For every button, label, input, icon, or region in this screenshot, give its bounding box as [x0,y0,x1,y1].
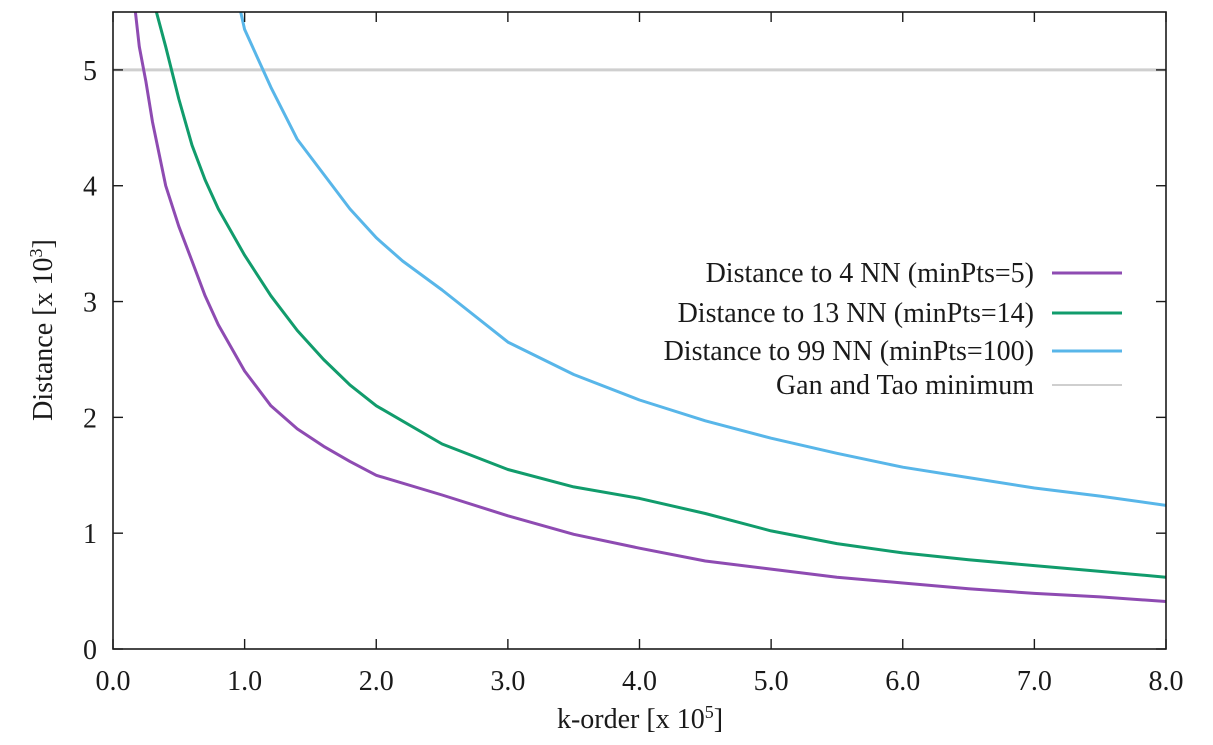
y-tick-label: 2 [83,403,97,434]
x-tick-label: 2.0 [359,666,394,697]
x-tick-label: 6.0 [885,666,920,697]
x-axis: 0.0 1.0 2.0 3.0 4.0 5.0 6.0 7.0 8.0 [96,12,1184,697]
series-line-3 [239,12,1166,507]
y-axis: 0 1 2 3 4 5 [83,56,1166,666]
legend-label-3: Distance to 99 NN (minPts=100) [664,336,1034,367]
y-tick-label: 5 [83,56,97,87]
y-tick-label: 1 [83,519,97,550]
series-layer [113,12,1166,603]
legend: Distance to 4 NN (minPts=5) Distance to 1… [664,258,1122,401]
legend-label-1: Distance to 4 NN (minPts=5) [706,258,1034,289]
series-line-1 [133,12,1166,603]
x-tick-label: 3.0 [490,666,525,697]
y-tick-label: 0 [83,635,97,666]
y-axis-label: Distance [x 103] [26,239,59,421]
y-tick-label: 3 [83,288,97,319]
x-tick-label: 4.0 [622,666,657,697]
x-tick-label: 7.0 [1017,666,1052,697]
x-axis-label: k-order [x 105] [557,702,723,735]
x-tick-label: 5.0 [754,666,789,697]
plot-frame [112,11,1167,650]
series-line-2 [154,12,1166,579]
legend-label-4: Gan and Tao minimum [776,370,1034,401]
x-tick-label: 0.0 [96,666,131,697]
legend-label-2: Distance to 13 NN (minPts=14) [678,298,1034,329]
x-tick-label: 1.0 [227,666,262,697]
y-tick-label: 4 [83,172,97,203]
x-tick-label: 8.0 [1149,666,1184,697]
